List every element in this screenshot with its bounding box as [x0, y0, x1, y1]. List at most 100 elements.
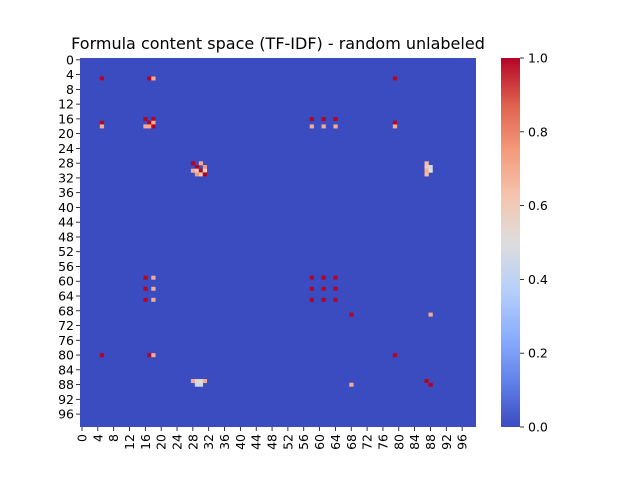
heatmap-cell	[428, 165, 433, 169]
y-tick-label: 68	[58, 303, 74, 318]
x-tick-label: 32	[201, 434, 216, 450]
x-tick-label: 96	[455, 434, 470, 450]
x-tick-label: 0	[74, 434, 89, 442]
colorbar-tick-label: 1.0	[528, 51, 548, 66]
y-tick-label: 88	[58, 377, 74, 392]
y-tick-label: 56	[58, 259, 74, 274]
y-tick-label: 12	[58, 97, 74, 112]
heatmap-cell	[321, 124, 326, 129]
heatmap-cell	[309, 275, 314, 280]
x-tick-label: 92	[439, 434, 454, 450]
heatmap-cell	[198, 379, 204, 384]
heatmap-cell	[147, 353, 152, 358]
heatmap-cell	[198, 161, 204, 166]
heatmap-cell	[99, 124, 105, 129]
heatmap-cell	[151, 275, 156, 280]
x-tick-label: 72	[360, 434, 375, 450]
colorbar-gradient	[501, 58, 520, 427]
heatmap-cell	[321, 275, 326, 280]
heatmap-cell	[333, 117, 338, 122]
x-tick-label: 20	[154, 434, 169, 450]
colorbar-tick-label: 0.2	[528, 346, 548, 361]
heatmap-cell	[190, 168, 196, 173]
heatmap-cell	[333, 286, 338, 291]
heatmap-cell	[151, 117, 156, 122]
heatmap-cell	[392, 124, 398, 129]
heatmap-cell	[147, 124, 152, 129]
heatmap-cell	[392, 353, 398, 358]
heatmap-cell	[202, 379, 208, 384]
x-tick-label: 68	[344, 434, 359, 450]
heatmap-cell	[424, 161, 429, 166]
y-tick-label: 92	[58, 392, 74, 407]
heatmap-cells	[80, 58, 476, 427]
colorbar-tick-label: 0.4	[528, 272, 548, 287]
heatmap-cell	[99, 120, 105, 125]
x-tick-label: 52	[280, 434, 295, 450]
heatmap-cell	[151, 124, 156, 129]
y-tick-label: 20	[58, 126, 74, 141]
x-tick-label: 36	[217, 434, 232, 450]
heatmap-cell	[143, 286, 148, 291]
heatmap-cell	[147, 76, 152, 81]
x-tick-label: 88	[423, 434, 438, 450]
y-tick-label: 16	[58, 111, 74, 126]
x-tick-label: 24	[170, 434, 185, 450]
x-tick-label: 28	[185, 434, 200, 450]
x-tick-label: 64	[328, 434, 343, 450]
heatmap-cell	[198, 382, 204, 387]
heatmap-cell	[309, 286, 314, 291]
heatmap-cell	[321, 297, 326, 302]
heatmap-cell	[202, 165, 208, 169]
heatmap-cell	[151, 353, 156, 358]
y-tick-label: 80	[58, 348, 74, 363]
heatmap-cell	[190, 161, 196, 166]
heatmap-cell	[143, 117, 148, 122]
heatmap-cell	[198, 168, 204, 173]
x-tick-label: 40	[233, 434, 248, 450]
heatmap-cell	[321, 286, 326, 291]
y-axis: 0481216202428323640444852566064687276808…	[58, 52, 80, 422]
heatmap-cell	[147, 120, 152, 125]
y-tick-label: 72	[58, 318, 74, 333]
y-tick-label: 40	[58, 200, 74, 215]
colorbar-tick-label: 0.6	[528, 198, 548, 213]
x-tick-label: 60	[312, 434, 327, 450]
x-tick-label: 56	[296, 434, 311, 450]
y-tick-label: 28	[58, 156, 74, 171]
y-tick-label: 4	[66, 67, 74, 82]
heatmap-cell	[392, 76, 398, 81]
heatmap-cell	[194, 165, 200, 169]
heatmap-cell	[99, 353, 105, 358]
heatmap-cell	[333, 124, 338, 129]
heatmap-background	[80, 58, 476, 427]
heatmap-cell	[333, 297, 338, 302]
heatmap-cell	[309, 124, 314, 129]
heatmap-cell	[143, 297, 148, 302]
heatmap-cell	[194, 382, 200, 387]
y-tick-label: 24	[58, 141, 74, 156]
heatmap-cell	[333, 275, 338, 280]
heatmap-cell	[202, 168, 208, 173]
y-tick-label: 84	[58, 362, 74, 377]
heatmap-cell	[309, 117, 314, 122]
heatmap-cell	[151, 297, 156, 302]
heatmap-cell	[424, 172, 429, 177]
heatmap-cell	[194, 168, 200, 173]
heatmap-cell	[309, 297, 314, 302]
colorbar-tick-label: 0.8	[528, 124, 548, 139]
x-tick-label: 44	[249, 434, 264, 450]
x-tick-label: 76	[375, 434, 390, 450]
heatmap-cell	[143, 124, 148, 129]
colorbar-tick-label: 0.0	[528, 420, 548, 435]
y-tick-label: 64	[58, 289, 74, 304]
x-tick-label: 48	[265, 434, 280, 450]
heatmap-cell	[194, 172, 200, 177]
y-tick-label: 32	[58, 170, 74, 185]
heatmap-cell	[424, 165, 429, 169]
y-tick-label: 52	[58, 244, 74, 259]
heatmap-cell	[151, 120, 156, 125]
heatmap-cell	[392, 120, 398, 125]
heatmap-cell	[151, 286, 156, 291]
heatmap-cell	[190, 379, 196, 384]
